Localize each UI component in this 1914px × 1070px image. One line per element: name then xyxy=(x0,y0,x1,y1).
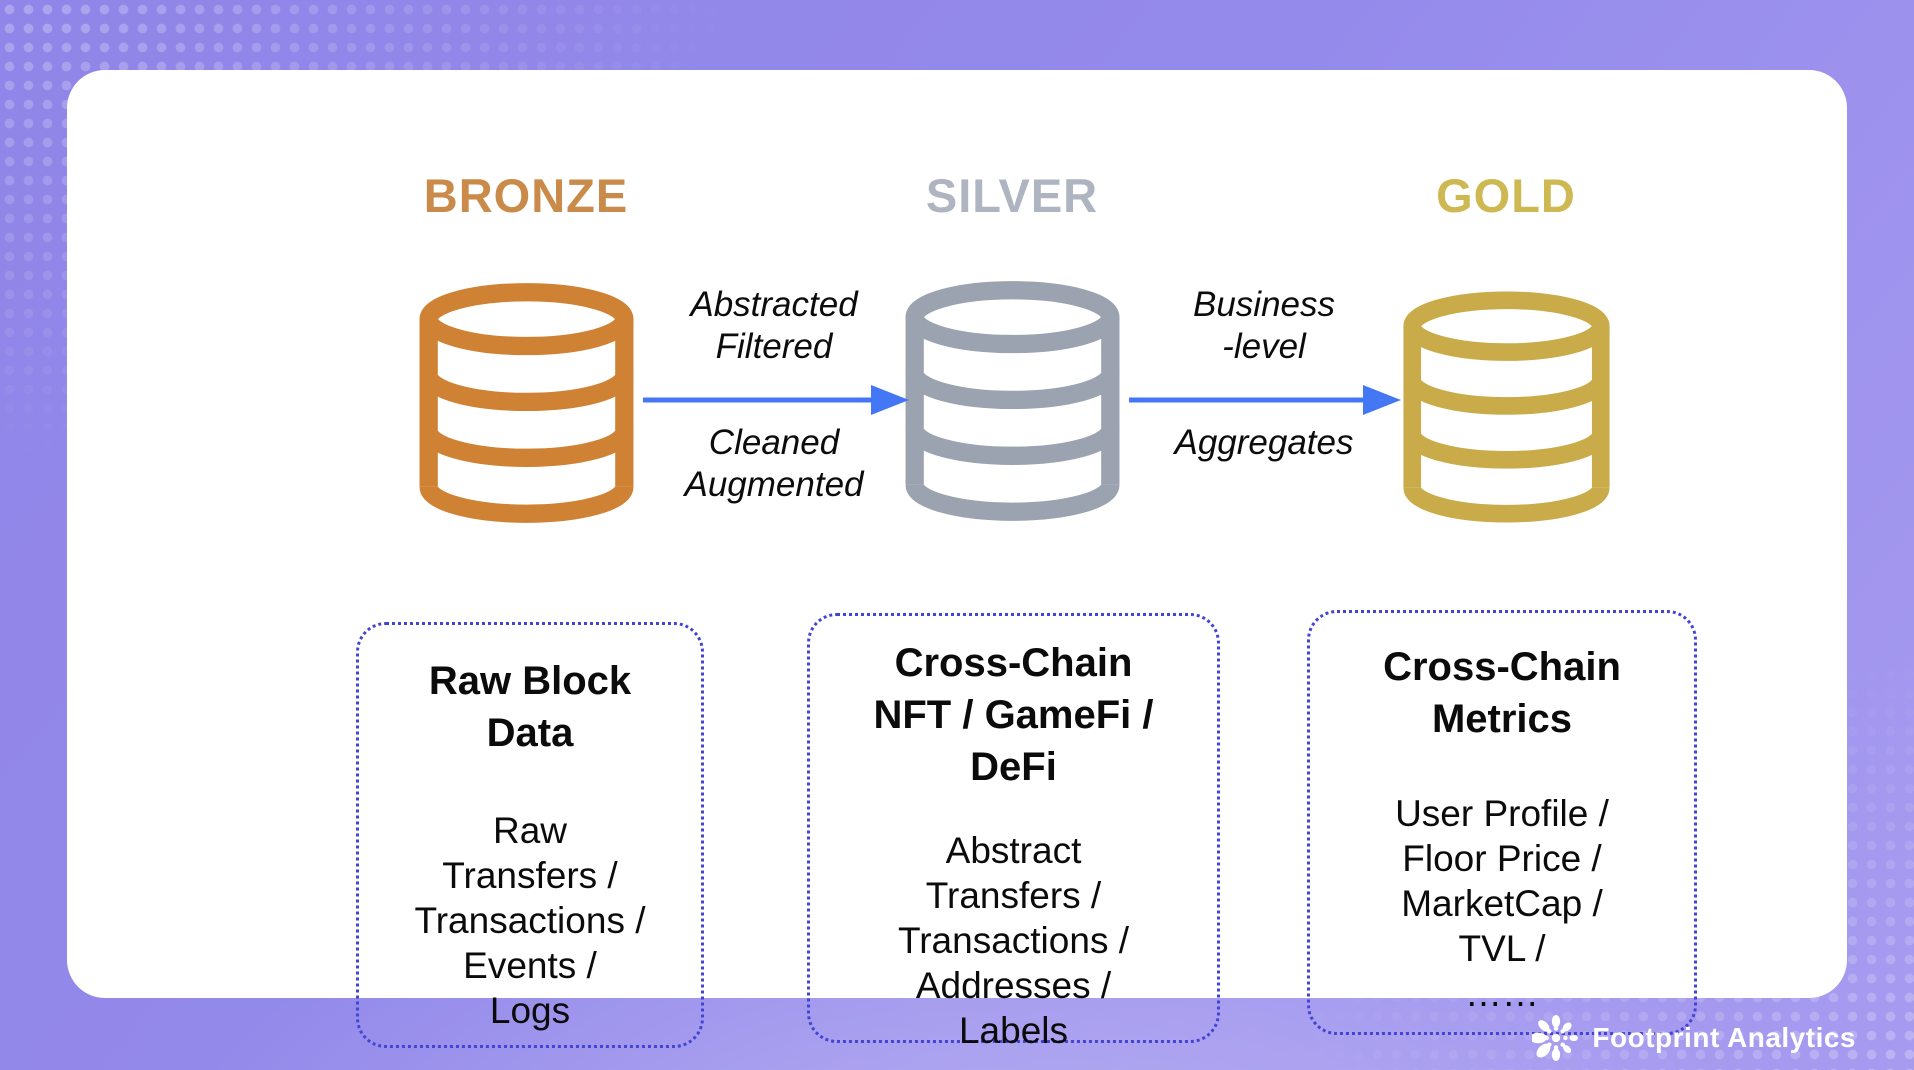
arrow2-label-top-line1: Business xyxy=(1192,285,1336,324)
bronze-box-title-line2: Data xyxy=(486,711,574,755)
bronze-box-title-line1: Raw Block xyxy=(428,659,632,703)
bronze-box-title: Raw Block Data xyxy=(359,625,701,759)
database-cylinder-icon-bronze xyxy=(419,279,634,527)
gold-box-title-line1: Cross-Chain xyxy=(1383,645,1621,689)
silver-box-body-line3: Transactions / xyxy=(898,920,1129,961)
silver-box-title-line3: DeFi xyxy=(970,745,1057,789)
tier-title-gold: GOLD xyxy=(1436,169,1576,222)
arrow1-label-bottom: Cleaned Augmented xyxy=(624,422,924,506)
arrow-bronze-to-silver-icon xyxy=(643,385,909,415)
arrow1-label-bottom-line2: Augmented xyxy=(684,465,864,504)
gold-box-body-line1: User Profile / xyxy=(1395,793,1609,834)
bronze-box-body-line3: Transactions / xyxy=(414,900,646,941)
silver-data-box: Cross-Chain NFT / GameFi / DeFi Abstract… xyxy=(807,613,1220,1051)
gold-box-body-line2: Floor Price / xyxy=(1402,838,1602,879)
bronze-data-box: Raw Block Data Raw Transfers / Transacti… xyxy=(356,622,704,1048)
gold-box-body-line4: TVL / xyxy=(1458,928,1546,969)
bronze-box-body-line5: Logs xyxy=(489,990,571,1031)
footprint-burst-icon xyxy=(1532,1015,1579,1061)
database-cylinder-icon-silver xyxy=(905,275,1120,527)
arrow2-label-top: Business -level xyxy=(1114,284,1414,368)
gold-box-title-line2: Metrics xyxy=(1431,697,1573,741)
arrow2-label-bottom: Aggregates xyxy=(1114,422,1414,464)
gold-box-body-line3: MarketCap / xyxy=(1401,883,1603,924)
bronze-box-body: Raw Transfers / Transactions / Events / … xyxy=(359,808,701,1033)
database-cylinder-icon-gold xyxy=(1399,291,1614,523)
silver-box-body: Abstract Transfers / Transactions / Addr… xyxy=(810,828,1217,1053)
arrow2-label-bottom-line1: Aggregates xyxy=(1174,423,1354,462)
footprint-analytics-logo: Footprint Analytics xyxy=(1532,1014,1856,1062)
silver-box-body-line2: Transfers / xyxy=(925,875,1102,916)
gold-box-body: User Profile / Floor Price / MarketCap /… xyxy=(1310,791,1694,1016)
arrow-silver-to-gold-icon xyxy=(1129,385,1401,415)
silver-box-body-line4: Addresses / xyxy=(915,965,1112,1006)
silver-box-title: Cross-Chain NFT / GameFi / DeFi xyxy=(810,616,1217,793)
footprint-logo-text: Footprint Analytics xyxy=(1592,1022,1856,1053)
silver-box-body-line5: Labels xyxy=(958,1010,1069,1051)
gold-box-body-line5: …… xyxy=(1465,973,1539,1014)
arrow2-label-top-line2: -level xyxy=(1222,327,1306,366)
arrow1-label-top-line2: Filtered xyxy=(715,327,833,366)
tier-title-silver: SILVER xyxy=(925,169,1099,222)
bronze-box-body-line2: Transfers / xyxy=(442,855,618,896)
arrow1-label-top: Abstracted Filtered xyxy=(624,284,924,368)
arrow1-label-bottom-line1: Cleaned xyxy=(708,423,840,462)
bronze-box-body-line1: Raw xyxy=(492,810,568,851)
silver-box-body-line1: Abstract xyxy=(945,830,1082,871)
silver-box-title-line2: NFT / GameFi / xyxy=(873,693,1154,737)
tier-title-bronze: BRONZE xyxy=(423,169,629,222)
arrow1-label-top-line1: Abstracted xyxy=(690,285,858,324)
silver-box-title-line1: Cross-Chain xyxy=(894,641,1133,685)
gold-data-box: Cross-Chain Metrics User Profile / Floor… xyxy=(1307,610,1697,1035)
diagram-card: BRONZE SILVER GOLD xyxy=(67,70,1847,1051)
gold-box-title: Cross-Chain Metrics xyxy=(1310,613,1694,745)
bronze-box-body-line4: Events / xyxy=(463,945,597,986)
